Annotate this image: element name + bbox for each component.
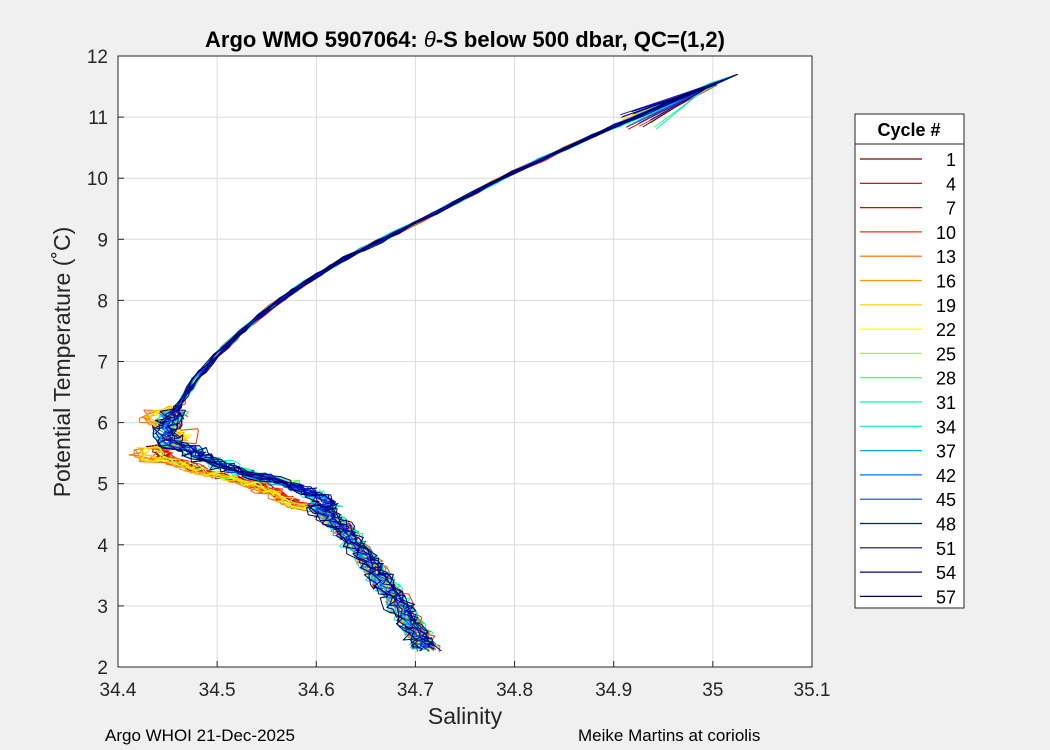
x-tick-labels: 34.4 34.5 34.6 34.7 34.8 34.9 35 35.1 (100, 680, 831, 701)
legend-label-13: 13 (936, 247, 956, 267)
y-tick-labels: 2 3 4 5 6 7 8 9 10 11 12 (87, 47, 109, 679)
legend-label-10: 10 (936, 223, 956, 243)
legend-label-34: 34 (936, 417, 956, 437)
y-axis-label: Potential Temperature (˚C) (49, 227, 75, 498)
legend-label-4: 4 (946, 174, 956, 194)
x-tick-label: 35 (702, 680, 723, 701)
x-tick-label: 34.8 (496, 680, 533, 701)
legend-label-7: 7 (946, 199, 956, 219)
legend: Cycle # 1 4 7 10 13 16 19 22 25 28 31 34 37 42 45 48 51 5… (854, 113, 965, 609)
x-tick-label: 34.9 (595, 680, 632, 701)
legend-label-25: 25 (936, 344, 956, 364)
legend-label-42: 42 (936, 466, 956, 486)
y-tick-label: 3 (97, 597, 108, 618)
y-tick-label: 9 (97, 230, 108, 251)
y-tick-label: 2 (97, 658, 108, 679)
profile-line-39 (154, 73, 738, 652)
x-tick-label: 34.4 (100, 680, 137, 701)
footer-left: Argo WHOI 21-Dec-2025 (105, 726, 295, 745)
y-tick-label: 10 (87, 169, 108, 190)
footer-right: Meike Martins at coriolis (578, 726, 760, 745)
legend-label-51: 51 (936, 539, 956, 559)
legend-label-57: 57 (936, 587, 956, 607)
y-tick-label: 4 (97, 536, 108, 557)
legend-label-31: 31 (936, 393, 956, 413)
y-tick-label: 5 (97, 475, 108, 496)
legend-label-22: 22 (936, 320, 956, 340)
y-tick-label: 11 (88, 108, 108, 129)
legend-label-28: 28 (936, 369, 956, 389)
chart-title: Argo WMO 5907064: θ-S below 500 dbar, QC… (205, 27, 725, 52)
legend-title: Cycle # (877, 120, 940, 140)
y-tick-label: 12 (87, 47, 108, 68)
legend-label-1: 1 (946, 150, 956, 170)
y-tick-label: 7 (97, 353, 108, 374)
legend-label-45: 45 (936, 490, 956, 510)
legend-label-16: 16 (936, 272, 956, 292)
x-tick-label: 35.1 (794, 680, 831, 701)
plot-frame (117, 55, 813, 668)
y-tick-label: 6 (97, 414, 108, 435)
profile-line-38 (153, 84, 711, 649)
x-tick-label: 34.7 (397, 680, 434, 701)
profile-line-35 (169, 83, 716, 652)
x-tick-label: 34.5 (199, 680, 236, 701)
x-tick-label: 34.6 (298, 680, 335, 701)
x-axis-label: Salinity (428, 703, 503, 729)
legend-label-37: 37 (936, 442, 956, 462)
legend-label-19: 19 (936, 296, 956, 316)
legend-label-48: 48 (936, 515, 956, 535)
profile-curves (128, 73, 738, 653)
grid-lines (117, 55, 813, 668)
legend-box (854, 113, 965, 609)
y-tick-label: 8 (97, 291, 108, 312)
legend-label-54: 54 (936, 563, 956, 583)
profile-line-21 (170, 73, 738, 649)
